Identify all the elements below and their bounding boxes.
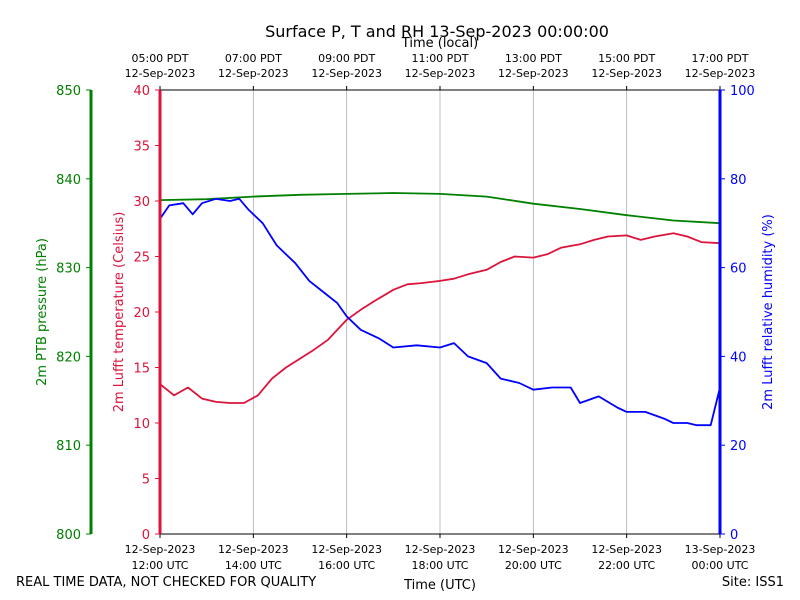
pressure-tick-label: 800 bbox=[56, 528, 81, 543]
pressure-tick-label: 820 bbox=[56, 350, 81, 365]
x-tick-label-local-date: 12-Sep-2023 bbox=[591, 67, 662, 80]
x-tick-label-local-date: 12-Sep-2023 bbox=[218, 67, 289, 80]
series-layer bbox=[159, 192, 721, 427]
bottom-axis-label: Time (UTC) bbox=[403, 578, 476, 593]
temperature-tick-label: 30 bbox=[133, 195, 150, 210]
temperature-series-line bbox=[159, 232, 721, 404]
x-tick-label-local-date: 12-Sep-2023 bbox=[125, 67, 196, 80]
pressure-series-line bbox=[159, 192, 721, 225]
humidity-tick-label: 100 bbox=[730, 84, 755, 99]
x-tick-label-utc-date: 12-Sep-2023 bbox=[311, 543, 382, 556]
x-tick-label-local-date: 12-Sep-2023 bbox=[498, 67, 569, 80]
x-tick-label-local-time: 11:00 PDT bbox=[411, 52, 468, 65]
temperature-tick-label: 0 bbox=[142, 528, 150, 543]
x-tick-label-utc-date: 12-Sep-2023 bbox=[218, 543, 289, 556]
x-tick-label-utc-date: 13-Sep-2023 bbox=[685, 543, 756, 556]
pressure-axis-label: 2m PTB pressure (hPa) bbox=[35, 238, 50, 386]
temperature-tick-label: 15 bbox=[133, 362, 150, 377]
pressure-tick-label: 830 bbox=[56, 262, 81, 277]
x-tick-label-local-time: 05:00 PDT bbox=[131, 52, 188, 65]
x-tick-label-local-date: 12-Sep-2023 bbox=[311, 67, 382, 80]
x-tick-label-local-date: 12-Sep-2023 bbox=[685, 67, 756, 80]
vertical-gridlines bbox=[252, 90, 628, 534]
x-tick-label-utc-time: 18:00 UTC bbox=[411, 559, 468, 572]
pressure-tick-label: 810 bbox=[56, 439, 81, 454]
axis-ticks: 12-Sep-2023 12:00 UTC 05:00 PDT 12-Sep-2023… bbox=[56, 52, 755, 572]
x-tick-label-utc-time: 12:00 UTC bbox=[131, 559, 188, 572]
chart-title: Surface P, T and RH 13-Sep-2023 00:00:00 bbox=[265, 22, 609, 41]
temperature-axis-label: 2m Lufft temperature (Celsius) bbox=[112, 212, 127, 413]
humidity-axis-label: 2m Lufft relative humidity (%) bbox=[761, 214, 776, 410]
temperature-tick-label: 40 bbox=[133, 84, 150, 99]
humidity-tick-label: 60 bbox=[730, 262, 747, 277]
temperature-tick-label: 25 bbox=[133, 251, 150, 266]
x-tick-label-utc-date: 12-Sep-2023 bbox=[498, 543, 569, 556]
x-tick-label-utc-time: 22:00 UTC bbox=[598, 559, 655, 572]
x-tick-label-utc-time: 14:00 UTC bbox=[225, 559, 282, 572]
humidity-tick-label: 20 bbox=[730, 439, 747, 454]
x-tick-label-utc-time: 00:00 UTC bbox=[691, 559, 748, 572]
quality-note: REAL TIME DATA, NOT CHECKED FOR QUALITY bbox=[16, 575, 317, 590]
x-tick-label-utc-date: 12-Sep-2023 bbox=[405, 543, 476, 556]
relative-humidity-series-line bbox=[159, 197, 721, 427]
humidity-tick-label: 40 bbox=[730, 350, 747, 365]
x-tick-label-utc-time: 20:00 UTC bbox=[505, 559, 562, 572]
pressure-tick-label: 840 bbox=[56, 173, 81, 188]
x-tick-label-local-time: 09:00 PDT bbox=[318, 52, 375, 65]
temperature-tick-label: 35 bbox=[133, 140, 150, 155]
x-tick-label-local-time: 13:00 PDT bbox=[505, 52, 562, 65]
temperature-tick-label: 20 bbox=[133, 306, 150, 321]
site-label: Site: ISS1 bbox=[721, 575, 784, 590]
x-tick-label-utc-time: 16:00 UTC bbox=[318, 559, 375, 572]
x-tick-label-local-date: 12-Sep-2023 bbox=[405, 67, 476, 80]
humidity-tick-label: 80 bbox=[730, 173, 747, 188]
x-tick-label-local-time: 15:00 PDT bbox=[598, 52, 655, 65]
x-tick-label-local-time: 07:00 PDT bbox=[225, 52, 282, 65]
x-tick-label-utc-date: 12-Sep-2023 bbox=[125, 543, 196, 556]
pressure-tick-label: 850 bbox=[56, 84, 81, 99]
x-tick-label-local-time: 17:00 PDT bbox=[691, 52, 748, 65]
x-tick-label-utc-date: 12-Sep-2023 bbox=[591, 543, 662, 556]
top-axis-label: Time (local) bbox=[401, 36, 478, 51]
temperature-tick-label: 5 bbox=[142, 473, 150, 488]
temperature-tick-label: 10 bbox=[133, 417, 150, 432]
humidity-tick-label: 0 bbox=[730, 528, 738, 543]
